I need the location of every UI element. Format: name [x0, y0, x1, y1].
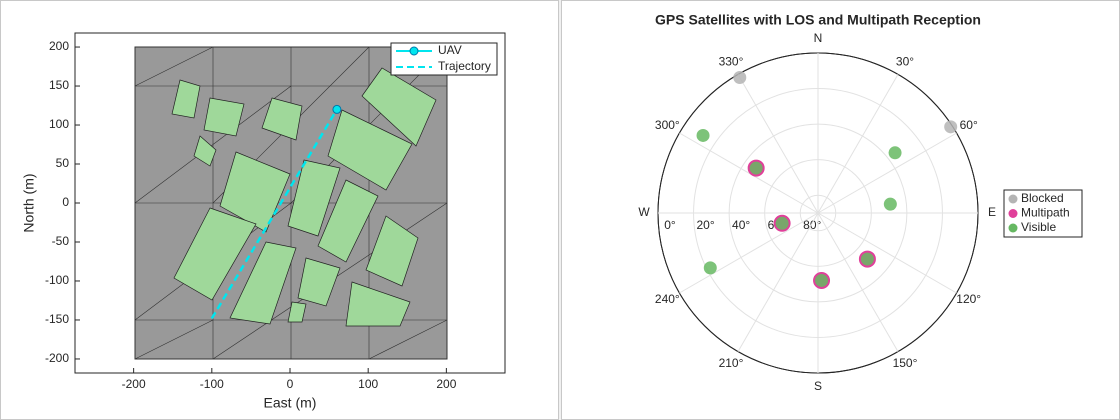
- polar-spoke: [737, 74, 819, 214]
- building: [261, 97, 303, 141]
- legend-label: Blocked: [1021, 191, 1064, 205]
- building: [287, 159, 341, 237]
- theta-tick-label: 150°: [893, 356, 918, 370]
- satellite: [749, 161, 763, 175]
- satellite: [775, 216, 789, 230]
- theta-tick-label: 240°: [655, 292, 680, 306]
- theta-tick-label: 60°: [960, 118, 978, 132]
- trajectory-line: [210, 108, 338, 320]
- polar-spoke: [817, 74, 899, 214]
- y-tick-label: 150: [49, 78, 69, 92]
- r-tick-label: 40°: [732, 218, 750, 232]
- r-tick-label: 0°: [664, 218, 676, 232]
- building: [317, 179, 379, 263]
- y-tick-label: -100: [45, 273, 69, 287]
- polar-spoke: [817, 212, 899, 352]
- legend-marker: [409, 46, 419, 56]
- theta-tick-label: 330°: [719, 54, 744, 68]
- polar-spoke: [679, 132, 819, 214]
- x-tick-label: 100: [358, 377, 378, 391]
- building: [219, 151, 291, 233]
- y-tick-label: -150: [45, 312, 69, 326]
- satellite: [888, 146, 902, 160]
- satellite: [883, 197, 897, 211]
- theta-tick-label: E: [988, 205, 996, 219]
- theta-tick-label: 210°: [719, 356, 744, 370]
- legend-marker: [1008, 223, 1018, 233]
- x-tick-label: 200: [436, 377, 456, 391]
- building: [203, 97, 245, 137]
- y-tick-label: 200: [49, 39, 69, 53]
- theta-tick-label: 300°: [655, 118, 680, 132]
- y-tick-label: 0: [62, 195, 69, 209]
- building: [365, 215, 419, 287]
- r-tick-label: 80°: [803, 218, 821, 232]
- building: [361, 67, 437, 147]
- building: [327, 109, 413, 191]
- building: [193, 135, 217, 167]
- theta-tick-label: N: [814, 31, 823, 45]
- chart-title: GPS Satellites with LOS and Multipath Re…: [655, 12, 981, 28]
- building: [287, 301, 307, 323]
- legend-label: UAV: [438, 43, 462, 57]
- legend-label: Visible: [1021, 220, 1056, 234]
- y-tick-label: -50: [52, 234, 70, 248]
- building: [171, 79, 201, 119]
- theta-tick-label: W: [638, 205, 650, 219]
- legend-marker: [1008, 209, 1018, 218]
- r-tick-label: 20°: [696, 218, 714, 232]
- satellite: [815, 273, 829, 287]
- theta-tick-label: 30°: [896, 54, 914, 68]
- satellite: [860, 252, 874, 266]
- theta-tick-label: 120°: [956, 292, 981, 306]
- polar-spoke: [737, 212, 819, 352]
- legend-label: Multipath: [1021, 206, 1070, 220]
- x-tick-label: -100: [200, 377, 224, 391]
- y-axis-label: North (m): [21, 173, 37, 232]
- polar-spoke: [817, 132, 957, 214]
- building: [297, 257, 341, 307]
- building: [173, 207, 257, 301]
- building: [345, 281, 411, 327]
- y-tick-label: -200: [45, 351, 69, 365]
- building: [229, 241, 297, 325]
- satellite: [696, 128, 710, 142]
- x-tick-label: 0: [287, 377, 294, 391]
- y-tick-label: 50: [56, 156, 70, 170]
- satellite: [703, 261, 717, 275]
- legend-label: Trajectory: [438, 59, 491, 73]
- y-tick-label: 100: [49, 117, 69, 131]
- theta-tick-label: S: [814, 379, 822, 393]
- satellite: [733, 71, 747, 85]
- x-axis-label: East (m): [264, 395, 317, 411]
- city-map: [134, 46, 448, 360]
- polar-spoke: [817, 212, 957, 294]
- legend-marker: [1008, 194, 1018, 204]
- satellite: [944, 120, 958, 134]
- legend-box: [390, 42, 498, 76]
- x-tick-label: -200: [122, 377, 146, 391]
- polar-spoke: [679, 212, 819, 294]
